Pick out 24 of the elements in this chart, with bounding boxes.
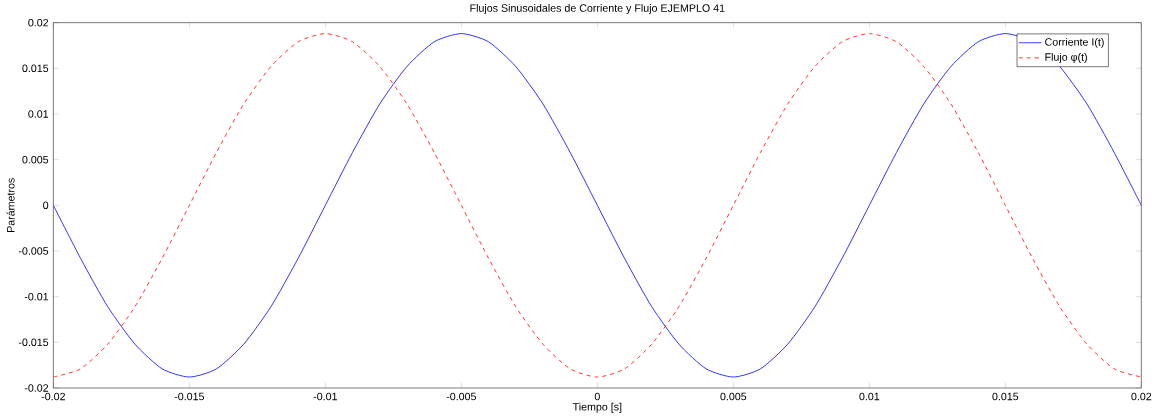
- x-tick-label: 0.015: [992, 392, 1019, 401]
- y-tick-label: 0.015: [22, 64, 49, 73]
- x-tick-label: 0: [594, 392, 600, 401]
- x-tick-label: -0.015: [174, 392, 205, 401]
- y-tick-label: -0.01: [24, 292, 49, 301]
- y-tick-label: -0.005: [18, 247, 49, 255]
- chart-title: Flujos Sinusoidales de Corriente y Flujo EJEMPLO 41: [470, 4, 725, 14]
- x-tick-label: 0.02: [1131, 392, 1152, 401]
- legend-label: Corriente I(t): [1045, 37, 1104, 48]
- x-tick-label: -0.01: [313, 392, 337, 401]
- legend-label: Flujo φ(t): [1045, 52, 1087, 63]
- x-tick-label: -0.02: [41, 392, 65, 401]
- x-tick-label: -0.005: [446, 392, 477, 401]
- y-tick-label: -0.02: [24, 384, 49, 392]
- y-tick-label: 0.02: [28, 18, 49, 27]
- line-series: [53, 33, 1142, 378]
- x-tick-label: 0.005: [720, 392, 747, 401]
- y-tick-label: -0.015: [18, 338, 49, 347]
- x-axis-title: Tiempo [s]: [572, 402, 622, 413]
- y-tick-label: 0.005: [22, 155, 49, 164]
- y-axis-title: Parámetros: [6, 178, 15, 233]
- x-tick-label: 0.01: [859, 392, 880, 401]
- y-tick-label: 0: [43, 201, 49, 210]
- y-tick-label: 0.01: [28, 110, 49, 118]
